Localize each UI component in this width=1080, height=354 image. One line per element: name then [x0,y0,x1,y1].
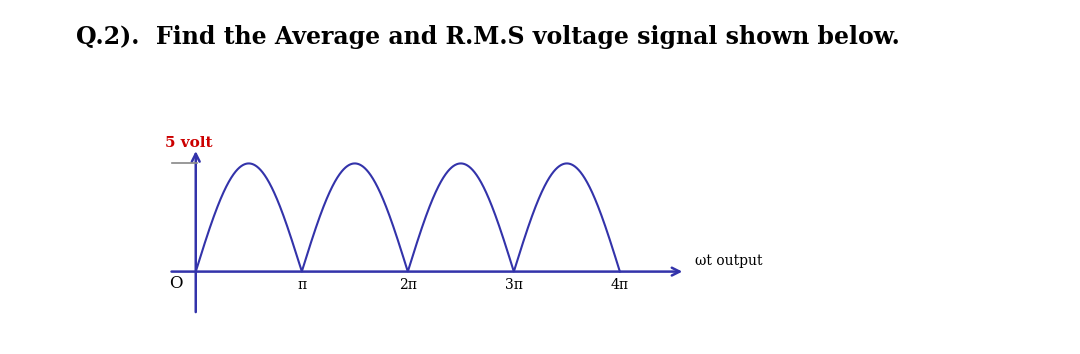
Text: ωt output: ωt output [696,255,762,268]
Text: Q.2).  Find the Average and R.M.S voltage signal shown below.: Q.2). Find the Average and R.M.S voltage… [76,25,900,49]
Text: 4π: 4π [611,278,629,292]
Text: π: π [297,278,307,292]
Text: 3π: 3π [504,278,523,292]
Text: 2π: 2π [399,278,417,292]
Text: O: O [168,275,183,292]
Text: 5 volt: 5 volt [165,136,213,150]
